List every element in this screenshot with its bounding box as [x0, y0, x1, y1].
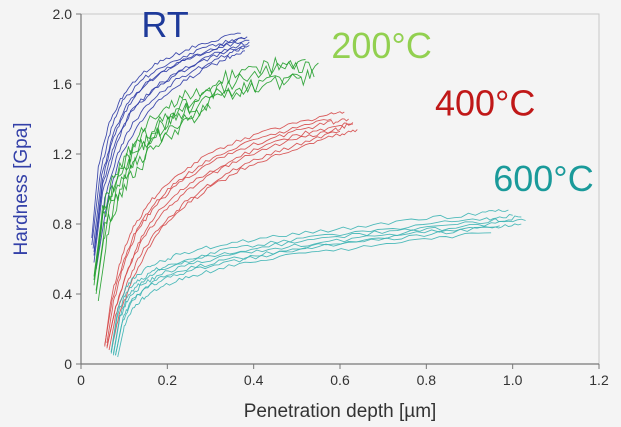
- data-curve: [93, 68, 315, 286]
- x-tick-label: 0.4: [244, 372, 264, 388]
- series-label: RT: [141, 4, 188, 45]
- series-label: 400°C: [435, 83, 535, 124]
- data-curve: [117, 232, 492, 358]
- data-curve: [112, 218, 526, 356]
- data-curve: [106, 123, 353, 349]
- x-tick-label: 1.0: [503, 372, 523, 388]
- y-tick-label: 0.4: [53, 286, 73, 302]
- data-curve: [115, 223, 522, 356]
- data-curve: [95, 101, 198, 291]
- data-curve: [106, 118, 349, 344]
- y-tick-label: 0.8: [53, 216, 73, 232]
- data-curve: [95, 50, 246, 270]
- data-curve: [93, 61, 319, 281]
- x-tick-label: 0.8: [417, 372, 437, 388]
- x-tick-label: 0.6: [330, 372, 350, 388]
- data-curve: [95, 73, 302, 295]
- series-label: 600°C: [493, 158, 593, 199]
- y-tick-label: 1.2: [53, 146, 73, 162]
- data-curve: [93, 56, 306, 277]
- data-curve: [93, 41, 250, 256]
- data-curve: [112, 215, 522, 354]
- data-curve: [104, 111, 345, 347]
- data-curve: [95, 46, 246, 267]
- series-rt: [91, 32, 250, 270]
- series-label: 200°C: [331, 25, 431, 66]
- y-tick-label: 1.6: [53, 76, 73, 92]
- data-curve: [110, 214, 513, 354]
- axes: 0 0.2 0.4 0.6 0.8 1.0 1.2 0 0.4 0.8 1.2 1.6 2.0 Penet…: [11, 6, 609, 422]
- x-tick-label: 0.2: [158, 372, 178, 388]
- data-curve: [93, 39, 250, 253]
- data-curve: [106, 122, 354, 347]
- x-axis-title: Penetration depth [µm]: [244, 401, 437, 422]
- data-curve: [93, 45, 250, 263]
- x-tick-label: 0: [77, 372, 85, 388]
- plot-area: [91, 32, 526, 358]
- y-axis-title: Hardness [Gpa]: [11, 122, 32, 255]
- data-curve: [115, 225, 500, 356]
- series-600c: [110, 209, 526, 358]
- y-tick-label: 0: [64, 356, 72, 372]
- series-200c: [93, 56, 319, 302]
- data-curve: [91, 37, 246, 246]
- data-curve: [104, 118, 332, 345]
- data-curve: [110, 209, 509, 352]
- y-tick-label: 2.0: [53, 6, 73, 22]
- x-tick-label: 1.2: [589, 372, 609, 388]
- data-curve: [92, 36, 248, 249]
- data-curve: [110, 129, 358, 352]
- data-curve: [97, 102, 211, 302]
- data-curve: [91, 32, 241, 239]
